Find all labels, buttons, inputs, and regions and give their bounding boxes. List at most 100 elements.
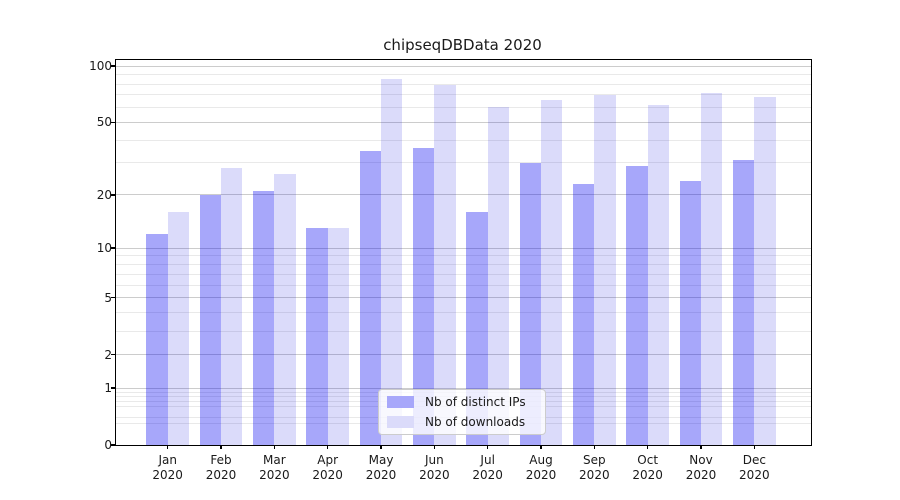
minor-gridline: [116, 83, 811, 85]
bar-distinct-ips-may: [359, 150, 382, 445]
bar-distinct-ips-jun: [413, 148, 435, 445]
bar-distinct-ips-mar: [253, 191, 275, 445]
legend: Nb of distinct IPs Nb of downloads: [378, 389, 546, 435]
legend-swatch-downloads: [387, 415, 414, 428]
x-axis-tick: [487, 445, 489, 449]
legend-entry-downloads: Nb of downloads: [387, 415, 537, 430]
y-axis-tick: [110, 387, 115, 389]
year-label: 2020: [579, 468, 610, 482]
minor-gridline: [116, 74, 811, 76]
year-label: 2020: [685, 468, 717, 482]
month-label: May: [368, 453, 394, 467]
minor-gridline: [116, 139, 811, 141]
x-axis-tick-label: Jan 2020: [138, 453, 198, 483]
y-axis-tick: [110, 194, 115, 196]
y-axis-tick-label: 0: [104, 438, 112, 452]
month-label: Apr: [317, 453, 339, 467]
y-axis-tick: [110, 297, 115, 299]
bar-downloads-apr: [327, 228, 349, 445]
minor-gridline: [116, 106, 811, 108]
month-label: Oct: [637, 453, 659, 467]
month-label: Sep: [583, 453, 606, 467]
y-axis-tick: [110, 247, 115, 249]
bar-downloads-jul: [487, 107, 509, 445]
minor-gridline: [116, 312, 811, 314]
bar-distinct-ips-jul: [466, 212, 488, 445]
x-axis-tick-label: Nov 2020: [671, 453, 731, 483]
x-axis-tick: [593, 445, 595, 449]
bar-distinct-ips-nov: [679, 180, 701, 445]
x-axis-tick: [433, 445, 435, 449]
bar-downloads-feb: [221, 168, 243, 445]
major-gridline: [116, 121, 811, 123]
minor-gridline: [116, 255, 811, 257]
x-axis-tick-label: Oct 2020: [618, 453, 678, 483]
year-label: 2020: [419, 468, 450, 482]
month-label: Nov: [689, 453, 713, 467]
major-gridline: [116, 247, 811, 249]
month-label: Jul: [480, 453, 495, 467]
year-label: 2020: [312, 468, 343, 482]
year-label: 2020: [152, 468, 183, 482]
bar-distinct-ips-aug: [519, 162, 541, 445]
minor-gridline: [116, 330, 811, 332]
bar-distinct-ips-sep: [573, 184, 595, 445]
major-gridline: [116, 297, 811, 299]
month-label: Dec: [742, 453, 766, 467]
x-axis-tick-label: Dec 2020: [724, 453, 784, 483]
minor-gridline: [116, 284, 811, 286]
major-gridline: [116, 194, 811, 196]
x-axis-tick: [753, 445, 755, 449]
bar-downloads-nov: [701, 92, 723, 445]
y-axis-tick-label: 20: [96, 187, 112, 202]
year-label: 2020: [365, 468, 397, 482]
x-axis-tick: [273, 445, 275, 449]
x-axis-tick-label: Aug 2020: [511, 453, 571, 483]
y-axis-tick-label: 2: [104, 347, 112, 362]
minor-gridline: [116, 162, 811, 164]
legend-label-downloads: Nb of downloads: [425, 414, 526, 429]
bar-distinct-ips-dec: [733, 160, 755, 445]
bar-downloads-jan: [167, 212, 189, 445]
y-axis-tick-label: 50: [96, 115, 112, 130]
bar-downloads-sep: [594, 94, 616, 445]
x-axis-tick-label: May 2020: [351, 453, 411, 483]
major-gridline: [116, 387, 811, 389]
legend-entry-distinct-ips: Nb of distinct IPs: [387, 395, 537, 410]
plot-area: 0 1 2 5 10 20 50 100 Jan 2020 Feb 2020 Mar 2020 Apr 202…: [89, 59, 812, 482]
bar-downloads-oct: [647, 104, 669, 445]
bar-distinct-ips-oct: [626, 165, 648, 445]
y-axis-tick-label: 100: [89, 59, 112, 73]
year-label: 2020: [259, 468, 290, 482]
bar-distinct-ips-apr: [306, 228, 328, 445]
x-axis-tick: [700, 445, 702, 449]
chart-title: chipseqDBData 2020: [383, 36, 542, 54]
bar-downloads-aug: [541, 99, 563, 445]
y-axis-tick-label: 10: [96, 241, 112, 256]
year-label: 2020: [205, 468, 237, 482]
minor-gridline: [116, 94, 811, 96]
month-label: Aug: [529, 453, 553, 467]
major-gridline: [116, 65, 811, 67]
x-axis-tick: [220, 445, 222, 449]
y-axis-tick-label: 1: [104, 381, 112, 396]
x-axis-tick: [647, 445, 649, 449]
month-label: Feb: [210, 453, 232, 467]
minor-gridline: [116, 264, 811, 266]
bar-downloads-may: [381, 79, 403, 445]
month-label: Jun: [424, 453, 444, 467]
x-axis-tick: [380, 445, 382, 449]
x-axis-tick-label: Jul 2020: [458, 453, 518, 483]
minor-gridline: [116, 273, 811, 275]
bar-distinct-ips-jan: [146, 234, 168, 445]
y-axis-tick: [110, 65, 115, 67]
x-axis-tick-label: Mar 2020: [244, 453, 304, 483]
year-label: 2020: [739, 468, 770, 482]
month-label: Mar: [263, 453, 286, 467]
x-axis-tick-label: Sep 2020: [564, 453, 624, 483]
bar-downloads-mar: [274, 174, 296, 445]
y-axis-tick: [110, 354, 115, 356]
year-label: 2020: [525, 468, 557, 482]
x-axis-tick: [167, 445, 169, 449]
